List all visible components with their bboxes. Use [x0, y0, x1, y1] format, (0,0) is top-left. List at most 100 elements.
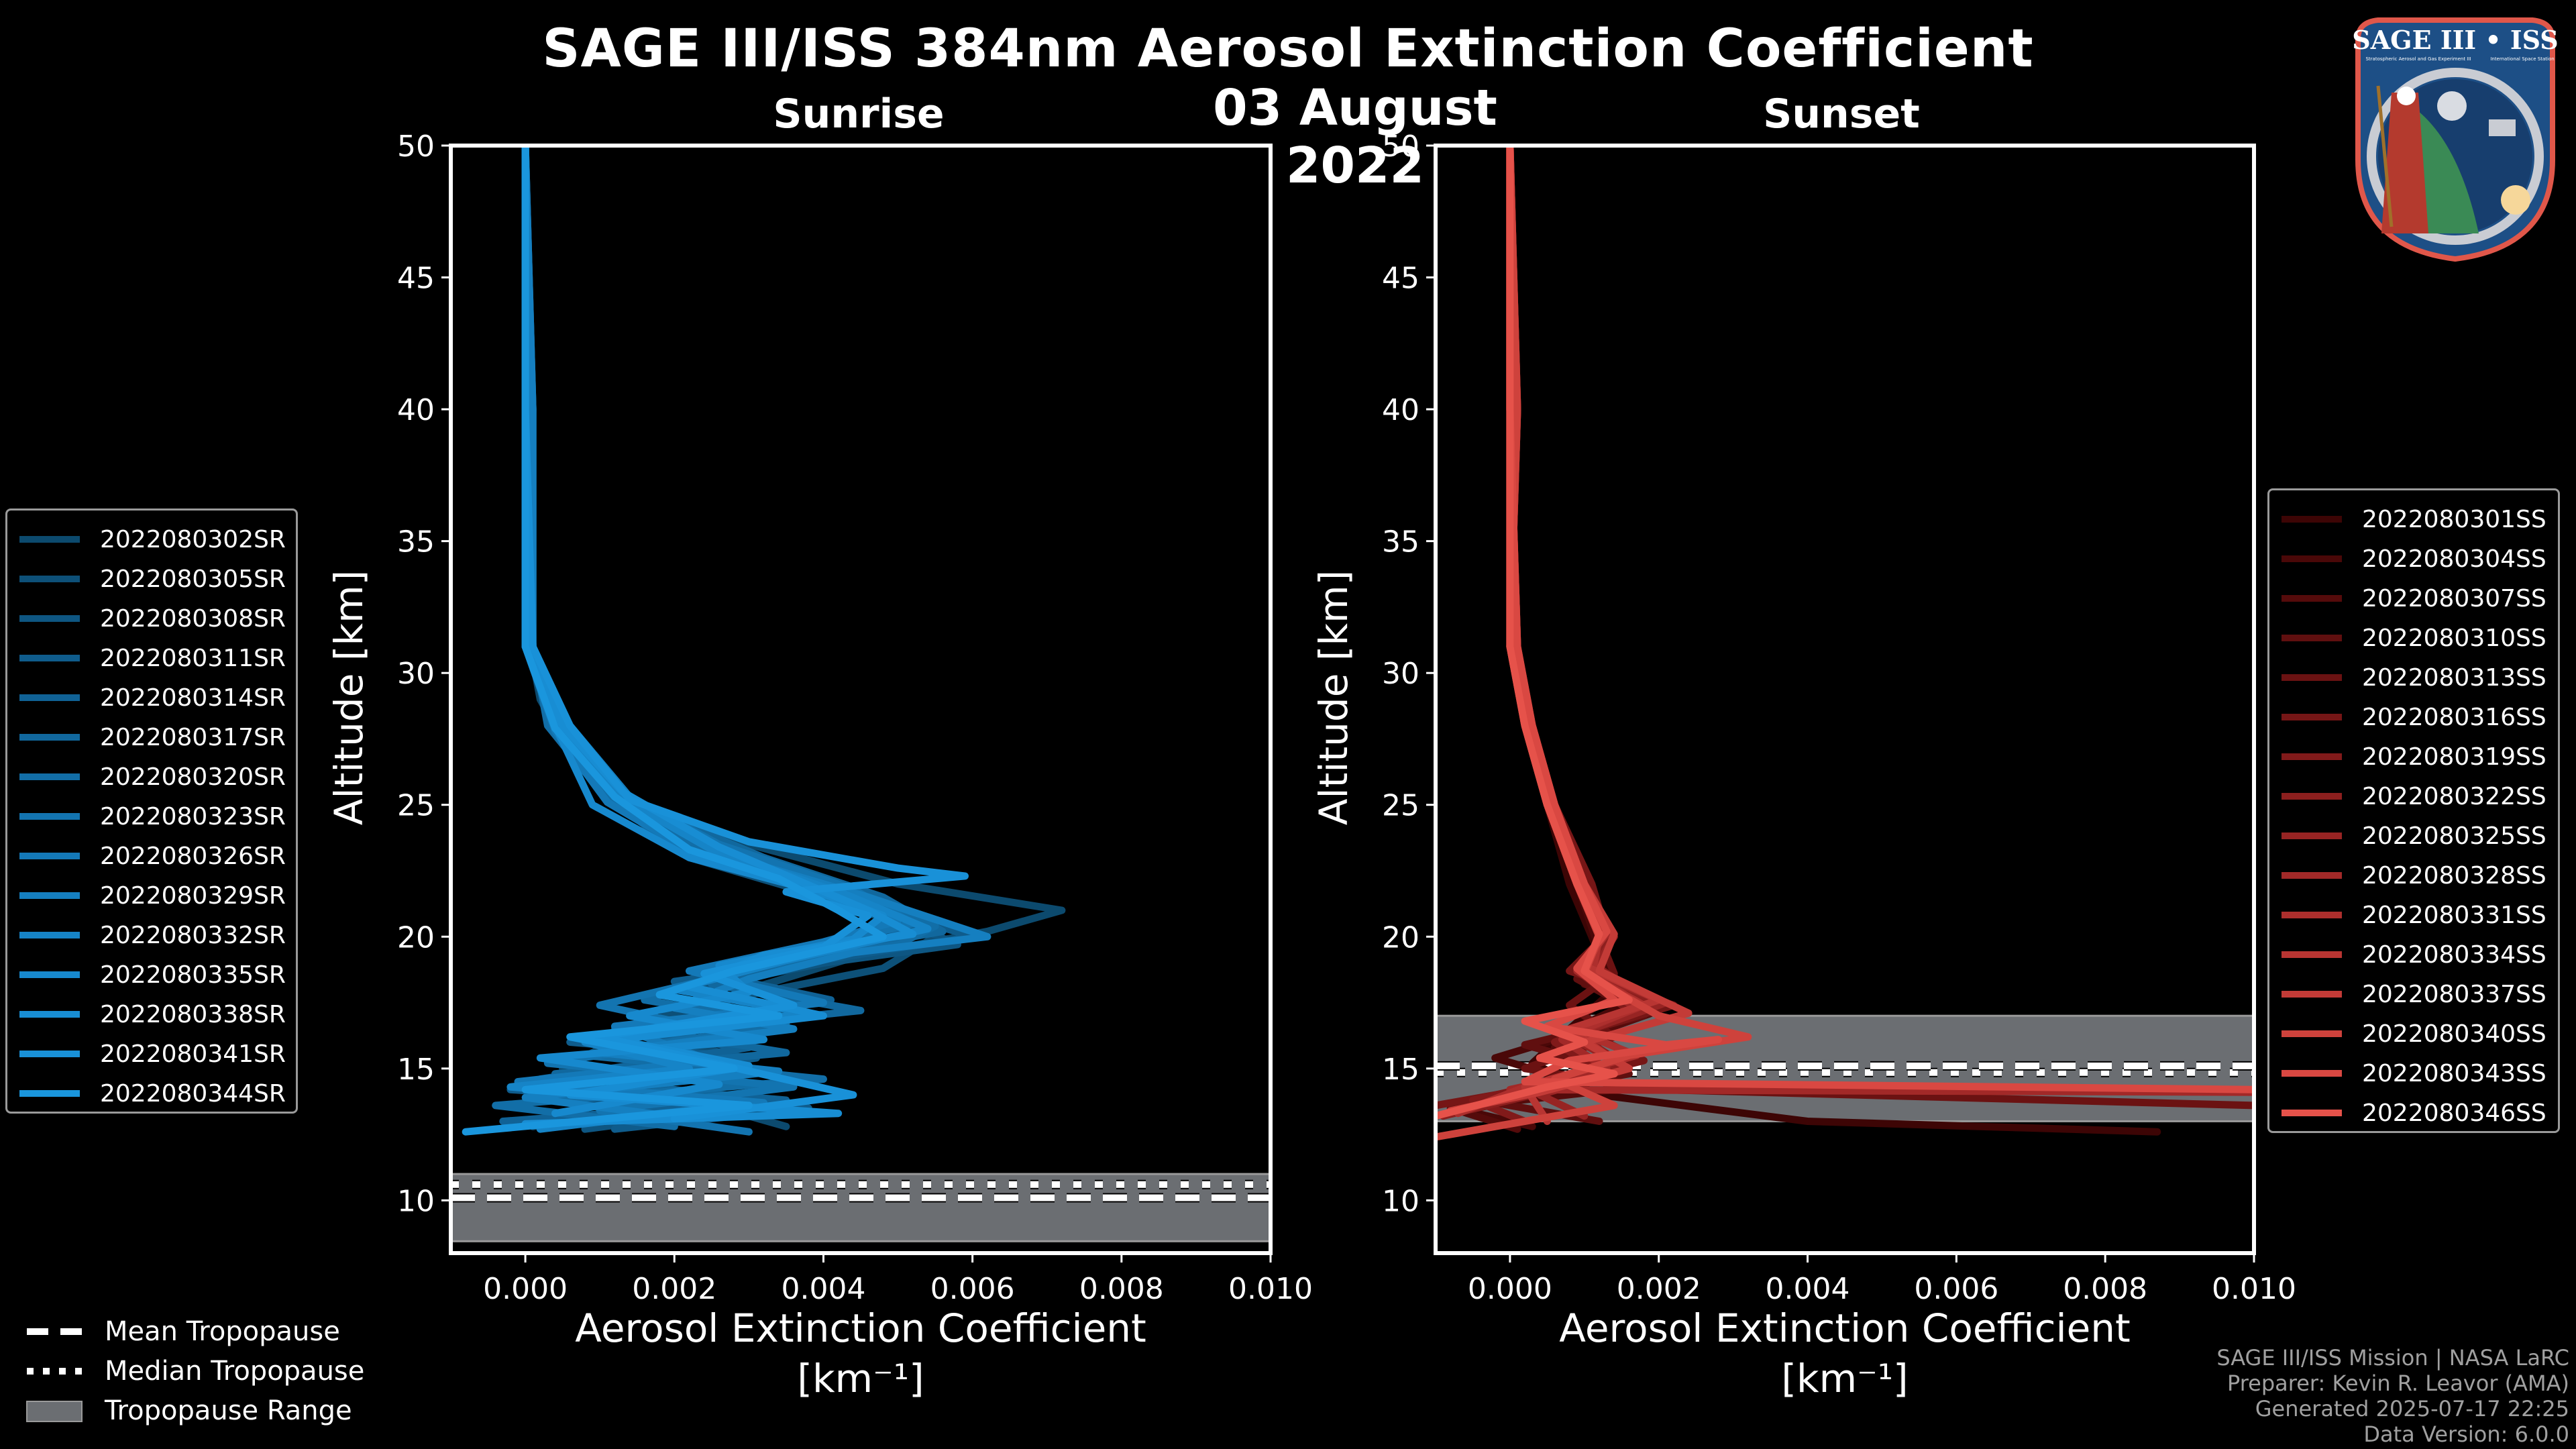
sunrise-xtick-label: 0.006 [930, 1272, 1015, 1306]
sunrise-legend-item: 2022080314SR [7, 678, 286, 717]
sunrise-legend-label: 2022080302SR [100, 525, 286, 553]
sunset-yaxis-label: Altitude [km] [1311, 570, 1356, 825]
sunset-legend-item: 2022080343SS [2269, 1054, 2546, 1093]
sunset-legend: 2022080301SS 2022080304SS 2022080307SS 2022… [2267, 488, 2560, 1133]
credits-generated: Generated 2025-07-17 22:25 [2255, 1396, 2569, 1421]
sunrise-ytick-label: 15 [397, 1053, 435, 1087]
iss-icon [2489, 119, 2516, 136]
logo-wizard [2381, 93, 2428, 233]
sunset-legend-item: 2022080307SS [2269, 579, 2546, 618]
logo-title: SAGE III • ISS [2352, 25, 2558, 55]
sunset-legend-item: 2022080316SS [2269, 698, 2546, 737]
sunrise-yaxis-label: Altitude [km] [326, 570, 372, 825]
sunset-legend-swatch [2282, 991, 2342, 998]
sunset-legend-item: 2022080304SS [2269, 539, 2546, 578]
tropopause-legend-median-label: Median Tropopause [105, 1355, 365, 1387]
sunrise-legend-label: 2022080314SR [100, 684, 286, 712]
sunrise-plot-area [451, 146, 1271, 1242]
logo-earth [2412, 106, 2479, 233]
credits-mission: SAGE III/ISS Mission | NASA LaRC [2216, 1345, 2569, 1371]
sunrise-legend-label: 2022080311SR [100, 644, 286, 672]
sunset-xtick-label: 0.008 [2063, 1272, 2147, 1306]
credits: SAGE III/ISS Mission | NASA LaRC Prepare… [2216, 1345, 2569, 1447]
sunrise-legend-swatch [19, 1090, 80, 1097]
sunrise-ytick-label: 10 [397, 1184, 435, 1218]
sunset-legend-label: 2022080334SS [2362, 941, 2546, 969]
sunset-axes-frame [1434, 144, 2256, 1255]
sunrise-legend-item: 2022080335SR [7, 955, 286, 994]
sunset-legend-swatch [2282, 872, 2342, 879]
sunrise-legend-swatch [19, 932, 80, 938]
sunset-legend-item: 2022080301SS [2269, 500, 2546, 539]
sunset-ytick-label: 10 [1382, 1184, 1419, 1218]
sunset-legend-item: 2022080310SS [2269, 619, 2546, 657]
sunrise-legend-item: 2022080323SR [7, 797, 286, 836]
sunset-legend-label: 2022080301SS [2362, 505, 2546, 533]
sunrise-ytick-label: 30 [397, 657, 435, 691]
sunset-series-2022080343SS [1506, 146, 2254, 1093]
sunset-legend-swatch [2282, 595, 2342, 602]
dotted-line-icon [27, 1367, 82, 1375]
sunset-series-2022080310SS [1477, 146, 1648, 1125]
range-swatch-icon [26, 1400, 83, 1422]
sunrise-ytick-label: 45 [397, 262, 435, 296]
sunrise-series-2022080302SR [521, 146, 1066, 1130]
sunrise-legend-item: 2022080305SR [7, 559, 286, 598]
sunrise-xaxis-units: [km⁻¹] [797, 1356, 924, 1401]
sunrise-legend-swatch [19, 853, 80, 859]
sunrise-legend: 2022080302SR 2022080305SR 2022080308SR 2022… [5, 508, 298, 1114]
sunset-legend-label: 2022080328SS [2362, 861, 2546, 890]
sunrise-xtick-label: 0.010 [1228, 1272, 1313, 1306]
sunrise-legend-label: 2022080344SR [100, 1079, 286, 1108]
sunset-legend-label: 2022080313SS [2362, 663, 2546, 692]
sunrise-legend-item: 2022080344SR [7, 1074, 286, 1113]
sunrise-ytick-label: 20 [397, 920, 435, 955]
sunrise-legend-swatch [19, 1011, 80, 1018]
sunrise-legend-swatch [19, 536, 80, 543]
sunrise-legend-swatch [19, 971, 80, 978]
sunset-legend-label: 2022080304SS [2362, 545, 2546, 573]
sunset-ytick-label: 40 [1382, 393, 1419, 427]
sunset-xtick-label: 0.010 [2212, 1272, 2296, 1306]
sunrise-legend-swatch [19, 655, 80, 661]
sunrise-legend-item: 2022080320SR [7, 757, 286, 796]
sunrise-legend-swatch [19, 1051, 80, 1057]
tropopause-legend: Mean Tropopause Median Tropopause Tropop… [24, 1311, 364, 1430]
sunrise-legend-label: 2022080305SR [100, 565, 286, 593]
sunset-ytick-label: 30 [1382, 657, 1419, 691]
sunset-legend-label: 2022080337SS [2362, 980, 2546, 1008]
sunset-legend-swatch [2282, 1030, 2342, 1037]
sunset-ytick-label: 20 [1382, 920, 1419, 955]
sunrise-plot: 0.000 0.002 0.004 0.006 0.008 0.010 10 15 20 25 30… [326, 129, 1313, 1401]
sunset-legend-swatch [2282, 833, 2342, 839]
sunset-ytick-label: 35 [1382, 525, 1419, 559]
sunset-legend-item: 2022080340SS [2269, 1014, 2546, 1053]
sunrise-ytick-label: 25 [397, 789, 435, 823]
sunset-legend-item: 2022080322SS [2269, 777, 2546, 816]
sunset-xaxis-units: [km⁻¹] [1781, 1356, 1908, 1401]
sunset-legend-item: 2022080319SS [2269, 737, 2546, 776]
sunset-xtick-label: 0.006 [1914, 1272, 1998, 1306]
sunset-legend-label: 2022080325SS [2362, 822, 2546, 850]
sunrise-legend-label: 2022080308SR [100, 604, 286, 633]
tropopause-legend-median: Median Tropopause [24, 1351, 364, 1391]
sunset-legend-label: 2022080346SS [2362, 1099, 2546, 1127]
sunset-legend-swatch [2282, 753, 2342, 760]
sunrise-ytick-label: 35 [397, 525, 435, 559]
tropopause-legend-mean-label: Mean Tropopause [105, 1316, 340, 1347]
sunset-legend-swatch [2282, 555, 2342, 562]
sunset-legend-swatch [2282, 635, 2342, 641]
logo-ring [2367, 68, 2544, 245]
sunset-legend-label: 2022080343SS [2362, 1059, 2546, 1087]
sage-mission-logo: SAGE III • ISS Stratospheric Aerosol and… [2352, 17, 2559, 262]
sunrise-panel-title: Sunrise [773, 91, 945, 138]
sunrise-ytick-label: 40 [397, 393, 435, 427]
sunrise-legend-label: 2022080332SR [100, 921, 286, 949]
sunset-legend-label: 2022080307SS [2362, 584, 2546, 612]
sun-icon [2501, 185, 2530, 215]
sunset-series-2022080328SS [1506, 146, 2254, 1096]
sunset-legend-swatch [2282, 1070, 2342, 1077]
sunrise-legend-swatch [19, 734, 80, 741]
sunset-ytick-label: 15 [1382, 1053, 1419, 1087]
